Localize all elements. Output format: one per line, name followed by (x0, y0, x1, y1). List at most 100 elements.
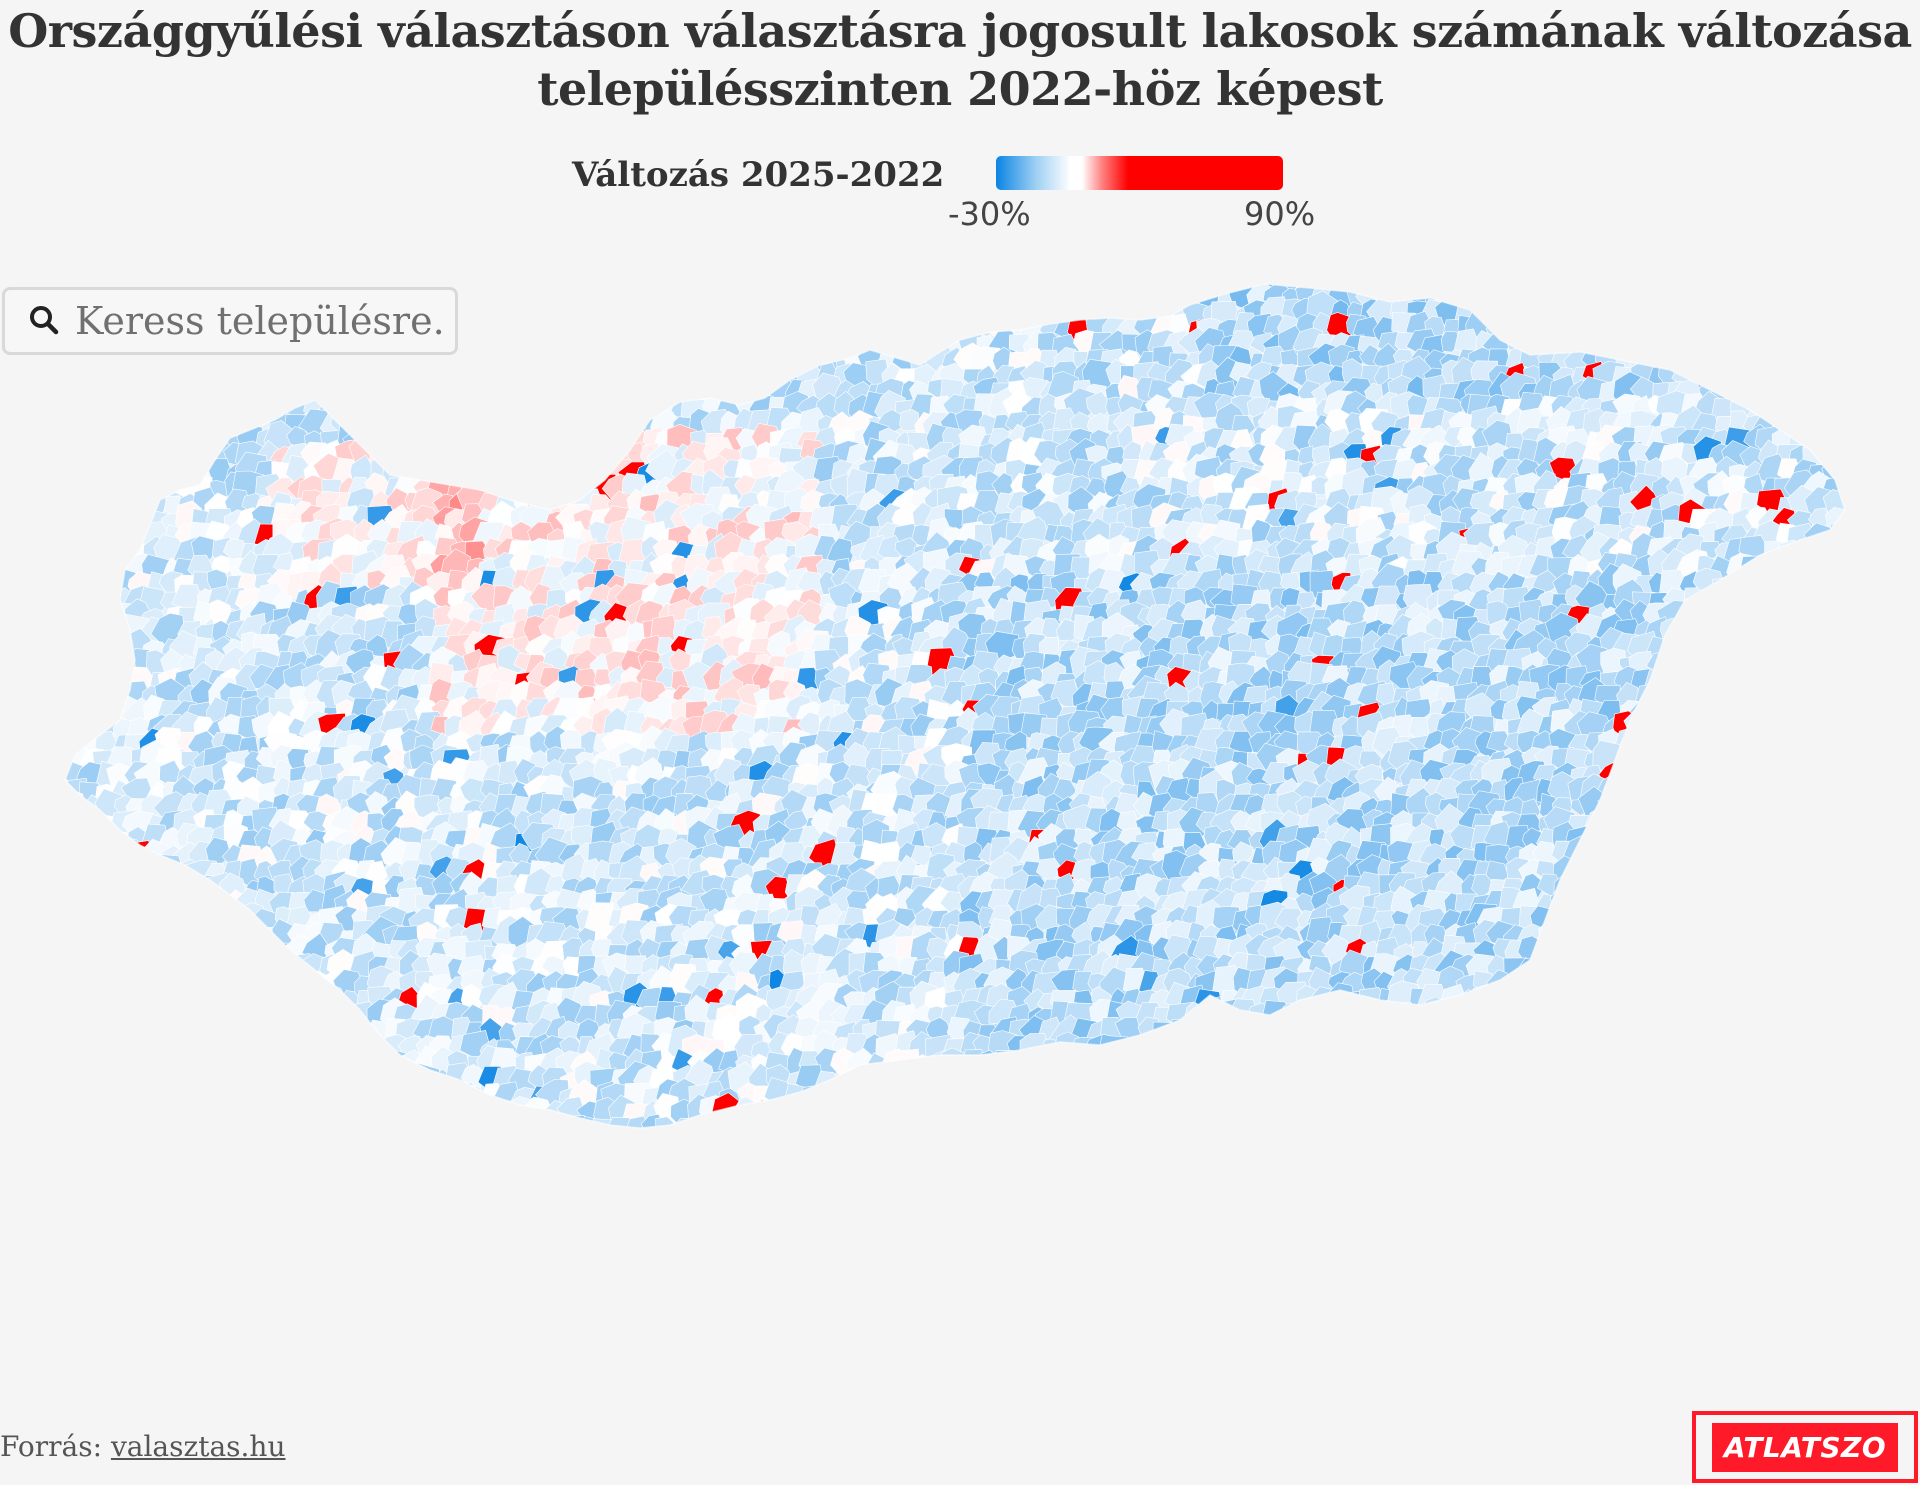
settlement-shape[interactable] (240, 350, 266, 377)
settlement-shape[interactable] (65, 808, 97, 843)
settlement-shape[interactable] (319, 382, 344, 407)
settlement-shape[interactable] (1803, 906, 1839, 943)
settlement-shape[interactable] (269, 342, 301, 375)
settlement-shape[interactable] (299, 296, 329, 326)
settlement-shape[interactable] (1713, 653, 1736, 675)
settlement-shape[interactable] (1777, 280, 1800, 293)
settlement-shape[interactable] (800, 318, 825, 341)
settlement-shape[interactable] (1625, 297, 1662, 328)
settlement-shape[interactable] (1678, 280, 1701, 307)
settlement-shape[interactable] (258, 958, 282, 981)
settlement-shape[interactable] (1723, 666, 1753, 695)
settlement-shape[interactable] (1673, 280, 1709, 291)
settlement-shape[interactable] (745, 312, 780, 344)
settlement-shape[interactable] (1739, 949, 1771, 982)
settlement-shape[interactable] (319, 280, 351, 314)
settlement-shape[interactable] (560, 431, 580, 456)
settlement-shape[interactable] (734, 315, 763, 344)
settlement-shape[interactable] (1710, 577, 1734, 599)
settlement-shape[interactable] (1134, 281, 1162, 307)
settlement-shape[interactable] (970, 297, 1004, 330)
settlement-shape[interactable] (130, 895, 151, 917)
settlement-shape[interactable] (1780, 617, 1804, 642)
settlement-shape[interactable] (136, 442, 168, 469)
settlement-shape[interactable] (240, 400, 262, 422)
settlement-shape[interactable] (157, 360, 185, 391)
settlement-shape[interactable] (862, 280, 894, 302)
settlement-shape[interactable] (60, 521, 93, 551)
settlement-shape[interactable] (621, 309, 650, 342)
settlement-shape[interactable] (80, 378, 101, 403)
settlement-shape[interactable] (799, 280, 829, 297)
settlement-shape[interactable] (1788, 796, 1823, 824)
settlement-shape[interactable] (1761, 623, 1783, 648)
settlement-shape[interactable] (783, 299, 807, 322)
settlement-shape[interactable] (640, 330, 668, 355)
settlement-shape[interactable] (109, 924, 140, 948)
settlement-shape[interactable] (303, 280, 325, 294)
settlement-shape[interactable] (686, 280, 712, 294)
settlement-shape[interactable] (234, 378, 267, 409)
settlement-shape[interactable] (60, 280, 72, 294)
settlement-shape[interactable] (1740, 586, 1772, 617)
settlement-shape[interactable] (126, 316, 151, 340)
settlement-shape[interactable] (222, 339, 255, 375)
settlement-shape[interactable] (145, 379, 171, 406)
settlement-shape[interactable] (1644, 795, 1673, 822)
settlement-shape[interactable] (60, 509, 77, 537)
settlement-shape[interactable] (430, 364, 452, 385)
settlement-shape[interactable] (77, 519, 106, 551)
settlement-shape[interactable] (1801, 695, 1834, 728)
settlement-shape[interactable] (172, 326, 204, 361)
settlement-shape[interactable] (1640, 280, 1673, 312)
settlement-shape[interactable] (1754, 685, 1785, 712)
settlement-shape[interactable] (190, 936, 223, 967)
settlement-shape[interactable] (141, 296, 168, 324)
settlement-shape[interactable] (106, 522, 137, 556)
settlement-shape[interactable] (416, 345, 445, 376)
settlement-shape[interactable] (110, 407, 136, 438)
settlement-shape[interactable] (173, 315, 204, 349)
settlement-shape[interactable] (60, 807, 71, 838)
settlement-shape[interactable] (1825, 728, 1849, 753)
settlement-shape[interactable] (380, 298, 412, 328)
settlement-shape[interactable] (702, 358, 734, 386)
settlement-shape[interactable] (1716, 349, 1739, 372)
settlement-shape[interactable] (1804, 872, 1833, 900)
settlement-shape[interactable] (441, 448, 474, 477)
settlement-shape[interactable] (1740, 877, 1765, 900)
settlement-shape[interactable] (1678, 780, 1702, 803)
settlement-shape[interactable] (241, 287, 262, 309)
settlement-shape[interactable] (510, 330, 539, 358)
settlement-shape[interactable] (1691, 663, 1720, 698)
settlement-shape[interactable] (1726, 696, 1756, 731)
settlement-shape[interactable] (60, 862, 72, 887)
settlement-shape[interactable] (1708, 730, 1741, 766)
settlement-shape[interactable] (90, 342, 126, 378)
settlement-shape[interactable] (60, 364, 72, 391)
settlement-shape[interactable] (1804, 836, 1842, 869)
settlement-shape[interactable] (60, 715, 77, 743)
settlement-shape[interactable] (210, 301, 235, 323)
settlement-shape[interactable] (349, 281, 377, 309)
settlement-shape[interactable] (540, 299, 572, 329)
settlement-shape[interactable] (60, 438, 70, 470)
settlement-shape[interactable] (79, 424, 110, 453)
settlement-shape[interactable] (379, 280, 416, 296)
settlement-shape[interactable] (1816, 392, 1850, 427)
settlement-shape[interactable] (668, 293, 704, 327)
settlement-shape[interactable] (318, 297, 350, 326)
settlement-shape[interactable] (1614, 296, 1638, 323)
settlement-shape[interactable] (207, 280, 235, 291)
settlement-shape[interactable] (1677, 956, 1703, 983)
settlement-shape[interactable] (460, 299, 487, 328)
settlement-shape[interactable] (491, 407, 527, 437)
settlement-shape[interactable] (1585, 287, 1606, 308)
settlement-shape[interactable] (1695, 703, 1716, 724)
settlement-shape[interactable] (511, 296, 540, 331)
settlement-shape[interactable] (141, 923, 172, 951)
settlement-shape[interactable] (1777, 795, 1807, 824)
settlement-shape[interactable] (911, 280, 933, 293)
settlement-shape[interactable] (766, 349, 792, 372)
settlement-shape[interactable] (250, 397, 279, 421)
